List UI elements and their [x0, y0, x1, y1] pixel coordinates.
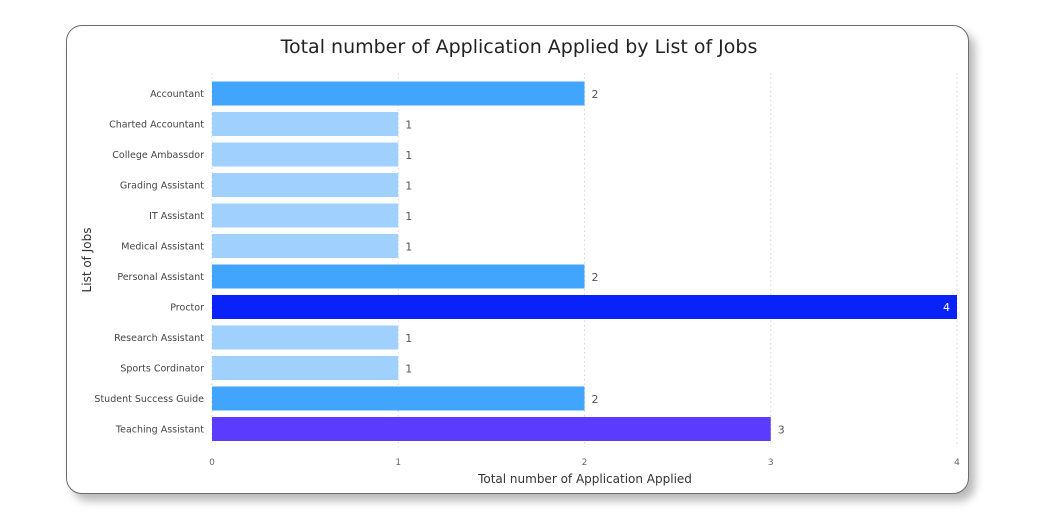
bar[interactable]: [212, 417, 771, 441]
x-tick-label: 3: [768, 458, 774, 468]
bars: [212, 81, 957, 441]
category-label: IT Assistant: [149, 211, 204, 222]
category-label: College Ambassdor: [112, 150, 204, 161]
bar[interactable]: [212, 234, 399, 258]
data-label: 1: [405, 241, 412, 254]
category-label: Charted Accountant: [109, 120, 204, 131]
category-label: Proctor: [170, 303, 204, 314]
category-labels: Accountant Charted Accountant College Amba…: [94, 89, 204, 436]
bar[interactable]: [212, 142, 399, 167]
category-label: Personal Assistant: [117, 272, 204, 283]
data-label: 1: [405, 180, 412, 193]
data-label: 2: [592, 88, 599, 101]
x-tick-label: 2: [582, 458, 588, 468]
category-label: Sports Cordinator: [120, 364, 204, 375]
x-tick-labels: 0 1 2 3 4: [209, 458, 960, 468]
category-label: Medical Assistant: [121, 242, 204, 253]
data-label: 2: [592, 393, 599, 406]
bar[interactable]: [212, 325, 399, 350]
x-tick-label: 4: [954, 458, 960, 468]
data-label: 1: [405, 119, 412, 132]
bar[interactable]: [212, 112, 399, 136]
x-tick-label: 0: [209, 458, 215, 468]
data-label: 1: [405, 332, 412, 345]
category-label: Student Success Guide: [94, 394, 204, 405]
bar[interactable]: [212, 173, 399, 197]
y-axis-label: List of Jobs: [80, 228, 94, 293]
x-tick-label: 1: [395, 458, 401, 468]
bar[interactable]: [212, 81, 585, 106]
data-label: 1: [405, 210, 412, 223]
data-label: 1: [405, 363, 412, 376]
category-label: Grading Assistant: [120, 181, 204, 192]
data-labels: 2 1 1 1 1 1 2 4 1 1 2 3: [405, 88, 950, 437]
x-axis-label: Total number of Application Applied: [477, 472, 692, 486]
category-label: Research Assistant: [114, 333, 204, 344]
data-label: 4: [943, 301, 950, 314]
data-label: 3: [778, 424, 785, 437]
grid-lines: [211, 73, 958, 447]
data-label: 2: [592, 271, 599, 284]
data-label: 1: [405, 149, 412, 162]
category-label: Accountant: [150, 89, 204, 100]
bar[interactable]: [212, 203, 399, 228]
category-label: Teaching Assistant: [115, 425, 204, 436]
bar[interactable]: [212, 386, 585, 411]
bar[interactable]: [212, 264, 585, 289]
bar[interactable]: [212, 295, 957, 319]
chart-title: Total number of Application Applied by L…: [280, 36, 758, 58]
bar[interactable]: [212, 356, 399, 380]
